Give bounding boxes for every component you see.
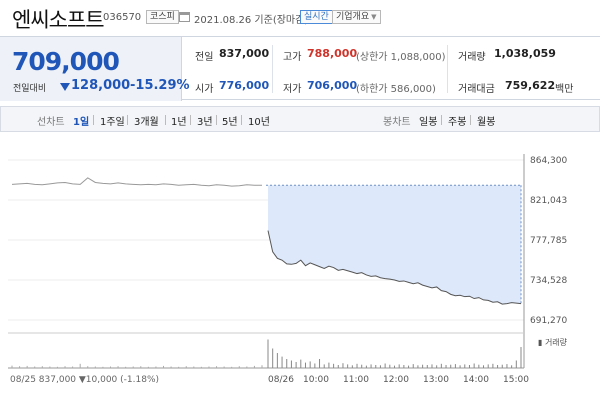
x-tick-label: 13:00	[423, 375, 449, 385]
price-chart-svg[interactable]: 864,300 821,043 777,785 734,528 691,270 ▮ 거래량…	[0, 150, 600, 404]
separator	[241, 115, 242, 125]
separator	[470, 115, 471, 125]
period-3y[interactable]: 3년	[197, 117, 213, 128]
x-tick-label: 08/26	[268, 375, 294, 385]
divider	[447, 45, 448, 93]
x-tick-label: 15:00	[503, 375, 529, 385]
x-tick-label: 12:00	[383, 375, 409, 385]
stock-header: 엔씨소프트 036570 코스피 2021.08.26 기준(장마감) 실시간 …	[0, 0, 600, 36]
company-info-dropdown[interactable]: 기업개요 ▼	[332, 10, 381, 24]
period-1d[interactable]: 1일	[73, 117, 90, 128]
open-label: 시가	[195, 84, 214, 95]
high-value: 788,000	[307, 47, 358, 60]
current-price-box: 709,000 전일대비 128,000 -15.29%	[0, 37, 190, 101]
chart-toolbar: 선차트 1일 1주일 3개월 1년 3년 5년 10년 봉차트 일봉 주봉 월봉	[0, 106, 600, 132]
divider	[272, 45, 273, 93]
change-percent: -15.29%	[130, 78, 190, 93]
current-price: 709,000	[12, 47, 120, 76]
calendar-icon	[179, 12, 190, 22]
y-tick-label: 821,043	[530, 196, 567, 206]
separator	[165, 115, 166, 125]
separator	[441, 115, 442, 125]
period-10y[interactable]: 10년	[248, 117, 270, 128]
change-label: 전일대비	[13, 84, 47, 94]
realtime-button[interactable]: 실시간	[300, 10, 333, 24]
volume-value: 1,038,059	[494, 47, 556, 60]
separator	[93, 115, 94, 125]
open-value: 776,000	[219, 79, 270, 92]
market-badge: 코스피	[146, 10, 179, 24]
price-chart: 864,300 821,043 777,785 734,528 691,270 ▮ 거래량…	[0, 150, 600, 404]
reference-date: 2021.08.26 기준(장마감)	[194, 15, 309, 26]
company-info-label: 기업개요	[336, 12, 370, 22]
price-summary: 709,000 전일대비 128,000 -15.29% 전일 837,000 …	[0, 36, 600, 101]
separator	[216, 115, 217, 125]
volume-label: ▮ 거래량	[538, 337, 568, 347]
amount-unit: 백만	[555, 84, 574, 95]
today-line	[267, 230, 522, 305]
separator	[127, 115, 128, 125]
candle-weekly[interactable]: 주봉	[448, 117, 467, 128]
prev-day-summary: 08/25 837,000 ▼10,000 (-1.18%)	[10, 375, 159, 385]
stock-name: 엔씨소프트	[12, 8, 105, 32]
prev-day-line	[11, 177, 262, 187]
down-arrow-icon	[60, 83, 70, 91]
volume-label: 거래량	[458, 52, 486, 63]
amount-label: 거래대금	[458, 84, 495, 95]
period-5y[interactable]: 5년	[222, 117, 238, 128]
candle-monthly[interactable]: 월봉	[477, 117, 496, 128]
chevron-down-icon: ▼	[371, 13, 377, 21]
stock-code: 036570	[103, 12, 142, 23]
candle-daily[interactable]: 일봉	[419, 117, 438, 128]
x-tick-label: 11:00	[343, 375, 369, 385]
prev-close-value: 837,000	[219, 47, 270, 60]
y-tick-label: 734,528	[530, 276, 567, 286]
period-1w[interactable]: 1주일	[100, 117, 125, 128]
low-value: 706,000	[307, 79, 358, 92]
separator	[190, 115, 191, 125]
lower-limit: (하한가 586,000)	[356, 84, 436, 95]
amount-value: 759,622	[505, 79, 556, 92]
x-tick-label: 10:00	[303, 375, 329, 385]
y-tick-label: 864,300	[530, 156, 567, 166]
change-value: 128,000	[71, 78, 131, 93]
period-1y[interactable]: 1년	[171, 117, 187, 128]
candle-chart-label: 봉차트	[383, 117, 411, 128]
x-tick-label: 14:00	[463, 375, 489, 385]
line-chart-label: 선차트	[37, 117, 65, 128]
y-tick-label: 777,785	[530, 236, 567, 246]
low-label: 저가	[283, 84, 302, 95]
prev-close-label: 전일	[195, 52, 214, 63]
high-label: 고가	[283, 52, 302, 63]
y-tick-label: 691,270	[530, 316, 567, 326]
drop-area	[268, 185, 521, 305]
period-3m[interactable]: 3개월	[134, 117, 159, 128]
upper-limit: (상한가 1,088,000)	[356, 52, 446, 63]
